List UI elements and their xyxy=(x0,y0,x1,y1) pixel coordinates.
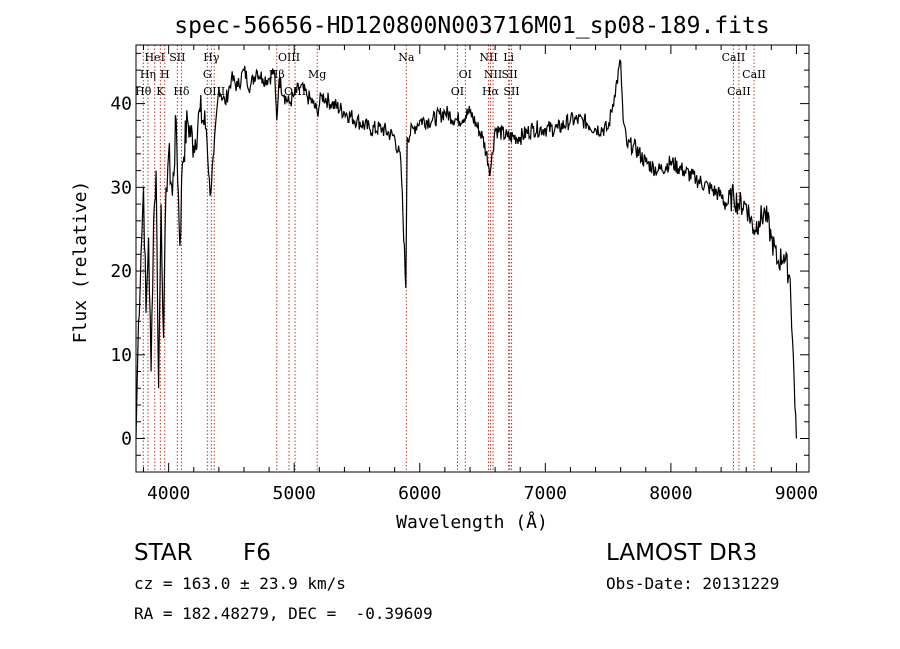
spectral-line-label: OI xyxy=(451,85,464,98)
spectral-line-label: G xyxy=(203,68,212,81)
x-tick-label: 8000 xyxy=(649,483,692,504)
y-axis: 0 10 20 30 40 xyxy=(110,52,809,456)
y-tick-label: 40 xyxy=(110,94,132,115)
coordinates: RA = 182.48279, DEC = -0.39609 xyxy=(134,604,433,623)
object-class: STAR xyxy=(134,540,193,566)
x-tick-label: 4000 xyxy=(147,483,190,504)
spectral-line-label: Na xyxy=(398,51,415,64)
x-axis-label: Wavelength (Å) xyxy=(396,511,548,533)
spectral-line-labels: HθHηHeIKHSIIHδHγGOIIIOIIIHβOIIIMgNaOIOIN… xyxy=(135,51,766,98)
x-tick-label: 5000 xyxy=(273,483,316,504)
y-tick-label: 10 xyxy=(110,345,132,366)
x-axis: 4000 5000 6000 7000 8000 9000 xyxy=(143,45,818,504)
y-axis-label: Flux (relative) xyxy=(70,181,91,344)
spectral-line-label: SII xyxy=(503,85,519,98)
spectral-line-label: Hθ xyxy=(135,85,152,98)
redshift-info: cz = 163.0 ± 23.9 km/s xyxy=(134,574,346,593)
spectral-line-label: NII xyxy=(484,68,502,81)
spectral-line-label: K xyxy=(156,85,165,98)
spectral-line-label: CaII xyxy=(722,51,746,64)
x-tick-label: 9000 xyxy=(775,483,818,504)
spectral-line-label: Mg xyxy=(308,68,326,81)
spectral-line-label: Li xyxy=(503,51,514,64)
spectral-line-label: CaII xyxy=(727,85,751,98)
spectral-line-markers xyxy=(142,45,755,472)
spectral-line-label: Hα xyxy=(482,85,500,98)
object-subclass: F6 xyxy=(243,540,271,566)
spectral-line-label: OIII xyxy=(203,85,225,98)
spectral-line-label: H xyxy=(160,68,170,81)
spectral-line-label: OIII xyxy=(278,51,300,64)
y-tick-label: 20 xyxy=(110,261,132,282)
obs-date: Obs-Date: 20131229 xyxy=(606,574,780,593)
flux-series-line xyxy=(135,59,797,439)
plot-frame xyxy=(135,44,810,473)
spectral-line-label: Hη xyxy=(140,68,156,81)
spectral-line-label: Hδ xyxy=(173,85,190,98)
spectral-line-label: CaII xyxy=(742,68,766,81)
spectral-line-label: OI xyxy=(459,68,472,81)
chart-title: spec-56656-HD120800N003716M01_sp08-189.f… xyxy=(174,13,769,39)
spectral-line-label: NII xyxy=(479,51,497,64)
x-tick-label: 7000 xyxy=(524,483,567,504)
y-tick-label: 30 xyxy=(110,177,132,198)
survey-name: LAMOST DR3 xyxy=(606,540,758,566)
x-tick-label: 6000 xyxy=(398,483,441,504)
spectral-line-label: Hγ xyxy=(203,51,220,64)
spectral-line-label: SII xyxy=(502,68,518,81)
spectral-line-label: HeI xyxy=(144,51,164,64)
spectral-line-label: SII xyxy=(169,51,185,64)
y-tick-label: 0 xyxy=(121,429,132,450)
